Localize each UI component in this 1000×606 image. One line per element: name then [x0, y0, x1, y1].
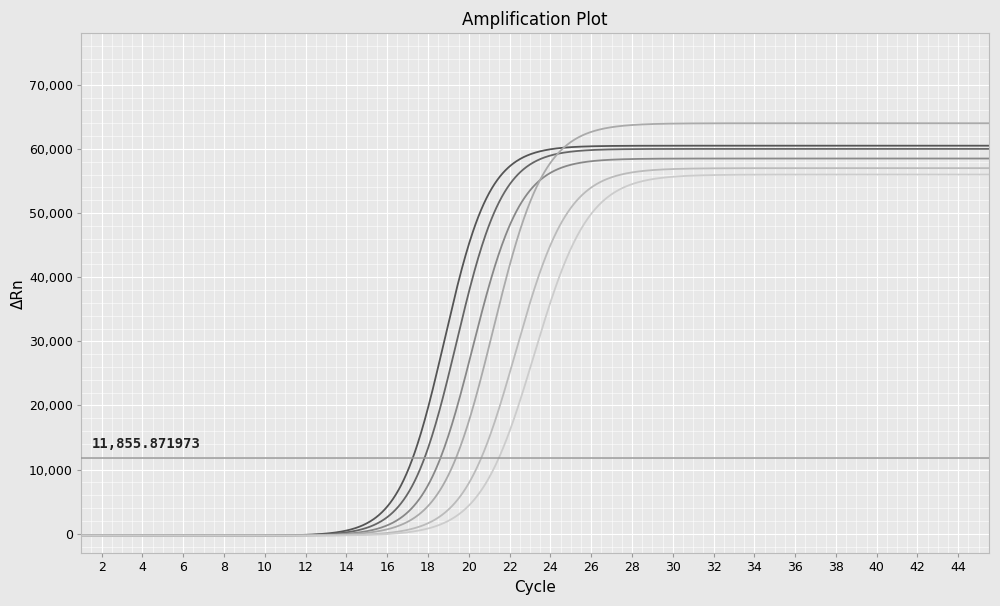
- Y-axis label: ΔRn: ΔRn: [11, 278, 26, 308]
- X-axis label: Cycle: Cycle: [514, 580, 556, 595]
- Title: Amplification Plot: Amplification Plot: [462, 11, 608, 29]
- Text: 11,855.871973: 11,855.871973: [91, 437, 200, 451]
